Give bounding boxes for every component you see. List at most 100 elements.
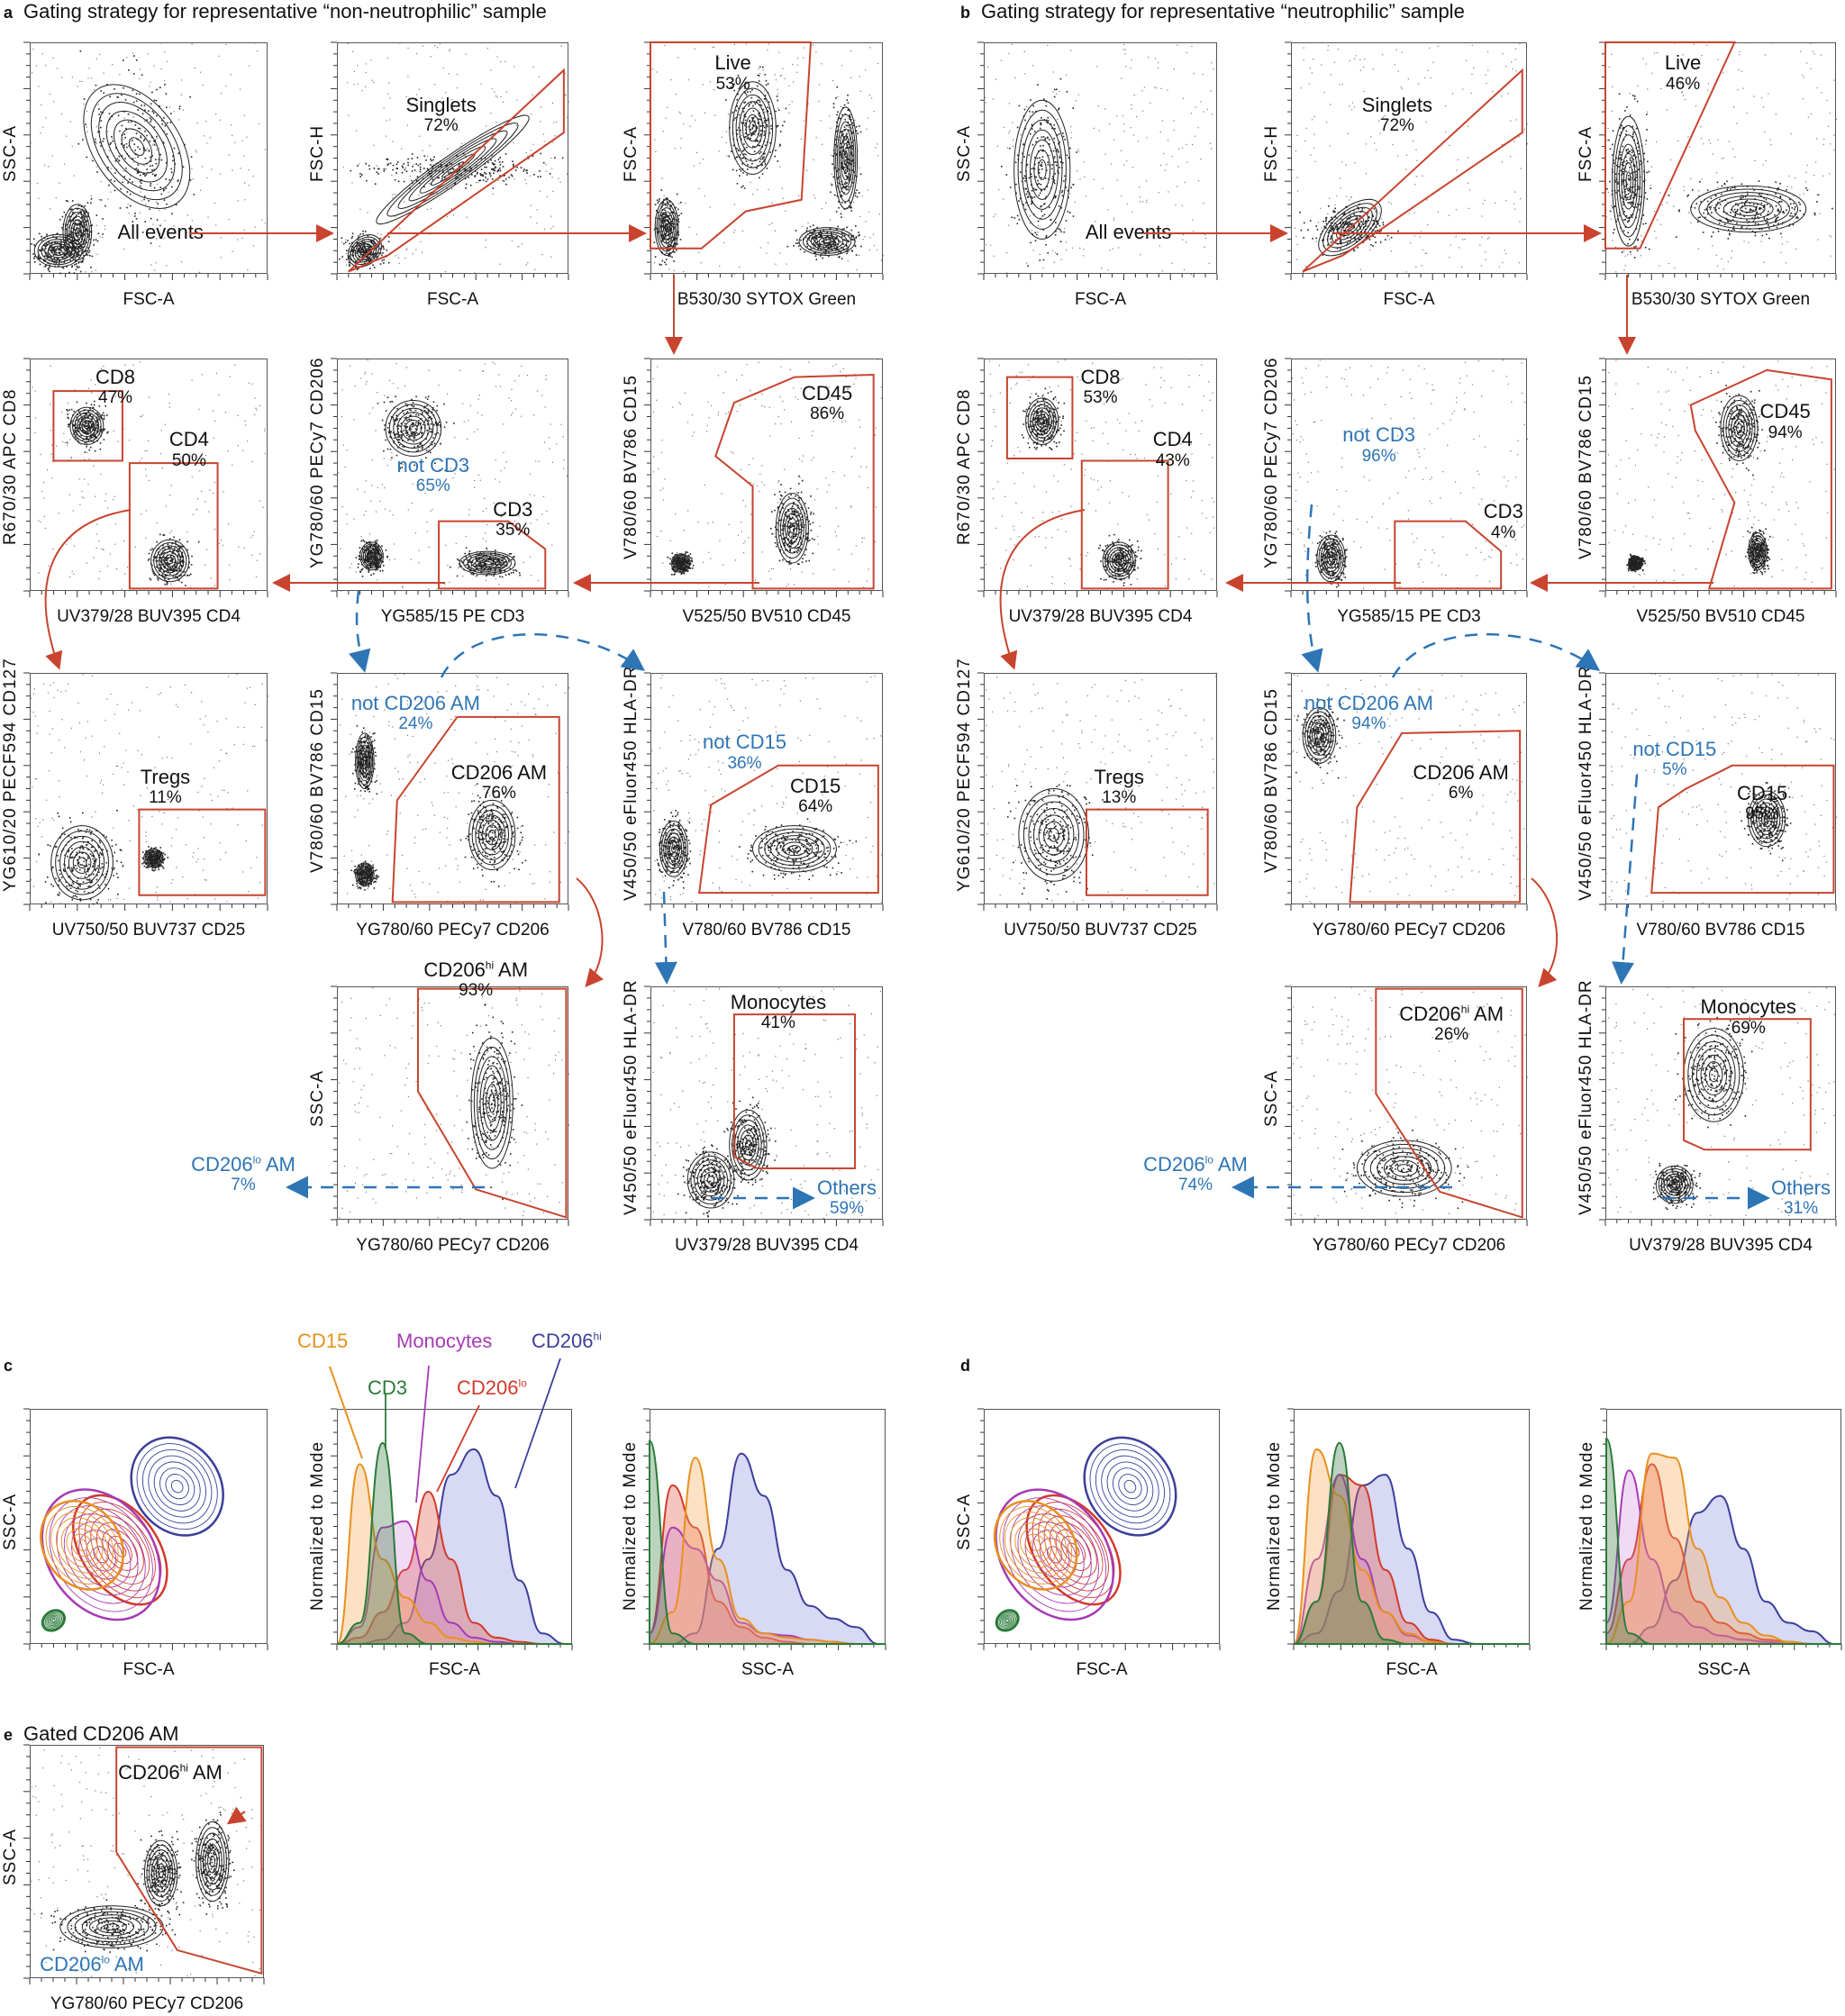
x-axis-label: UV379/28 BUV395 CD4 <box>57 607 241 626</box>
gate-name: CD206hi AM <box>1399 1003 1504 1026</box>
gate-label: CD206 AM 76% <box>451 761 547 804</box>
x-axis-label: B530/30 SYTOX Green <box>677 290 857 309</box>
plot-graphics <box>331 41 569 280</box>
x-axis-label: SSC-A <box>1697 1660 1750 1679</box>
gate-percent: 7% <box>231 1176 256 1195</box>
gate-label: All events <box>1086 221 1171 243</box>
plot-graphics <box>644 985 884 1226</box>
gate-label: CD206 AM 6% <box>1413 761 1508 804</box>
plot-graphics <box>1287 1408 1531 1650</box>
gate-label: CD8 53% <box>1080 366 1120 408</box>
plot-area <box>1605 673 1836 904</box>
gate-percent: 50% <box>171 450 206 470</box>
panel-d-label: d <box>960 1357 970 1375</box>
arrow-legend-mono <box>415 1365 430 1503</box>
plot-graphics <box>1599 672 1838 911</box>
arrow-a9-a11 <box>654 891 677 985</box>
arrow-a8-a9 <box>440 632 646 678</box>
gate-label: Singlets 72% <box>1362 94 1432 136</box>
gate-percent: 86% <box>810 404 845 424</box>
gate-name: Tregs <box>1094 765 1144 788</box>
x-axis-label: YG780/60 PECy7 CD206 <box>1312 921 1506 940</box>
gate-percent: 46% <box>1666 74 1701 94</box>
x-axis-label: V780/60 BV786 CD15 <box>1636 921 1805 940</box>
gate-name: Monocytes <box>1700 995 1796 1019</box>
gate-percent: 24% <box>398 713 433 733</box>
plot-graphics <box>1599 41 1838 280</box>
gate-percent: 65% <box>415 477 450 496</box>
arrow-a8-a10 <box>576 877 604 988</box>
gate-percent: 31% <box>1783 1199 1819 1219</box>
plot-area <box>1605 42 1836 274</box>
gate-name: CD3 <box>1483 500 1523 523</box>
plot-graphics <box>331 1408 573 1650</box>
arrow-b8-b9 <box>1391 632 1601 678</box>
gate-percent: 11% <box>149 788 182 808</box>
plot-graphics <box>644 358 884 597</box>
gate-label: CD15 95% <box>1737 782 1787 824</box>
plot-graphics <box>977 358 1218 597</box>
gate-label: Singlets 72% <box>406 94 477 136</box>
plot-graphics <box>331 358 569 597</box>
gate-name: CD206lo AM <box>40 1953 144 1975</box>
plot-graphics <box>23 672 268 911</box>
gate-name: CD45 <box>801 381 853 404</box>
outside-gate-label: CD206lo AM <box>40 1953 144 1975</box>
panel-c-label: c <box>4 1357 14 1375</box>
gate-name: CD4 <box>168 428 209 451</box>
plot-graphics <box>23 1408 268 1650</box>
plot-area <box>30 359 268 591</box>
panel-e-title: e Gated CD206 AM <box>4 1722 179 1745</box>
plot-graphics <box>977 41 1218 280</box>
plot-graphics <box>1599 985 1837 1226</box>
plot-graphics <box>23 358 268 597</box>
plot-area <box>337 1409 572 1644</box>
plot-graphics <box>1285 985 1528 1226</box>
gate-name: not CD3 <box>396 453 470 477</box>
arrow-e-hi <box>226 1806 247 1825</box>
plot-graphics <box>331 985 570 1226</box>
gate-label: not CD15 36% <box>703 731 786 773</box>
legend-CD3: CD3 <box>368 1376 408 1399</box>
gate-percent: 36% <box>727 753 762 773</box>
plot-area <box>337 986 568 1220</box>
plot-area <box>984 359 1217 591</box>
legend-CD206hi: CD206hi <box>532 1330 602 1352</box>
plot-area <box>1605 986 1836 1220</box>
plot-area <box>1291 986 1527 1220</box>
gate-label: not CD3 65% <box>396 454 469 496</box>
plot-graphics <box>977 1408 1221 1650</box>
plot-area <box>30 1745 264 1978</box>
gate-name: not CD15 <box>703 731 786 754</box>
gate-name: not CD206 AM <box>350 691 480 714</box>
gate-label: CD206hi AM 26% <box>1399 1003 1504 1045</box>
gate-percent: 72% <box>423 115 459 135</box>
gate-name: All events <box>117 220 204 243</box>
gate-label: Live 53% <box>714 51 750 94</box>
plot-graphics <box>1285 358 1529 597</box>
x-axis-label: FSC-A <box>123 290 175 309</box>
outside-gate-label: Others 31% <box>1771 1176 1831 1219</box>
arrow-legend-cd206lo <box>436 1404 480 1493</box>
gate-percent: 35% <box>495 521 531 540</box>
arrow-legend-cd206hi <box>514 1358 561 1489</box>
panel-b-title: b Gating strategy for representative “neu… <box>960 0 1465 23</box>
gate-percent: 94% <box>1351 713 1386 733</box>
gate-name: Live <box>1664 51 1702 75</box>
gate-name: Tregs <box>140 765 191 788</box>
gate-percent: 94% <box>1768 422 1803 442</box>
plot-graphics <box>1600 1408 1842 1650</box>
legend-CD206lo: CD206lo <box>457 1376 527 1399</box>
gate-label: All events <box>117 221 203 243</box>
gate-percent: 6% <box>1448 783 1474 803</box>
plot-area <box>650 359 883 591</box>
plot-graphics <box>643 1408 886 1650</box>
plot-graphics <box>23 1744 265 1984</box>
gate-label: CD15 64% <box>790 775 841 817</box>
x-axis-label: V780/60 BV786 CD15 <box>682 921 851 940</box>
gate-name: CD206hi AM <box>118 1761 223 1784</box>
gate-label: CD206hi AM 93% <box>423 958 528 1001</box>
x-axis-label: FSC-A <box>1386 1660 1438 1679</box>
outside-gate-label: Others 59% <box>817 1176 877 1219</box>
